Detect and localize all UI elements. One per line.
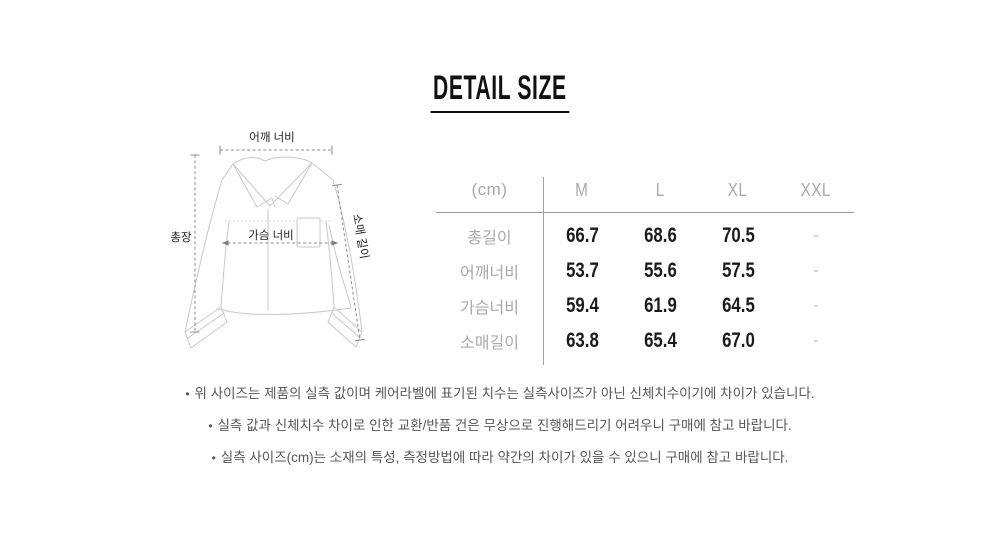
left-sleeve-inner	[220, 221, 230, 308]
size-col-header-xl: XL	[728, 179, 748, 200]
page-title: DETAIL SIZE	[430, 70, 570, 113]
shirt-outline-drawing	[184, 156, 363, 349]
value-cell: 65.4	[643, 328, 677, 352]
unit-header-cell: (cm)	[471, 180, 508, 199]
row-label-cell: 가슴너비	[460, 299, 519, 317]
neckline	[232, 162, 313, 207]
empty-value-cell: -	[813, 296, 819, 314]
value-cell: 68.6	[643, 223, 677, 247]
sleeve-length-measure-line	[336, 184, 361, 341]
collar-right-flap	[274, 162, 313, 205]
table-vertical-divider	[543, 177, 544, 365]
shoulder-width-label: 어깨 너비	[249, 131, 295, 144]
measurement-guides	[190, 145, 365, 342]
total-length-end-ticks	[190, 154, 200, 333]
empty-value-cell: -	[813, 226, 819, 244]
chest-pocket	[296, 217, 321, 248]
measurement-row-sleeve: 소매길이 63.8 65.4 67.0 -	[436, 323, 855, 358]
note-line: • 위 사이즈는 제품의 실측 값이며 케어라벨에 표기된 치수는 실측사이즈가 …	[0, 378, 1000, 410]
size-table-header-row: (cm) M L XL XXL	[436, 168, 855, 212]
row-label-cell: 소매길이	[460, 334, 519, 352]
size-col-header-m: M	[575, 179, 589, 200]
table-header-divider	[436, 212, 854, 213]
garment-diagram: 어깨 너비 총장 가슴 너비 소매 길이	[170, 131, 371, 349]
value-cell: 67.0	[721, 328, 755, 352]
value-cell: 61.9	[643, 293, 677, 317]
value-cell: 59.4	[565, 293, 599, 317]
placket-line	[267, 197, 276, 311]
title-wrap: DETAIL SIZE	[0, 70, 1000, 113]
bullet-icon: •	[208, 419, 213, 433]
row-label-cell: 총길이	[467, 229, 512, 247]
value-cell: 53.7	[565, 258, 599, 282]
shoulder-width-end-ticks	[219, 145, 333, 155]
note-line: • 실측 값과 신체치수 차이로 인한 교환/반품 건은 무상으로 진행해드리기 …	[0, 410, 1000, 442]
left-sleeve-outer	[184, 179, 223, 333]
measurement-row-total-length: 총길이 66.7 68.6 70.5 -	[436, 218, 855, 253]
note-line: • 실측 사이즈(cm)는 소재의 특성, 측정방법에 따라 약간의 차이가 있을…	[0, 442, 1000, 474]
empty-value-cell: -	[813, 331, 819, 349]
collar-top-line	[232, 156, 313, 165]
size-col-header-xxl: XXL	[800, 179, 832, 200]
value-cell: 63.8	[565, 328, 599, 352]
total-length-label: 총장	[170, 231, 192, 244]
size-table: (cm) M L XL XXL 총길이 66.7 68.6 70.5 - 어깨너…	[436, 168, 855, 366]
right-sleeve-outer	[332, 179, 363, 333]
size-col-header-l: L	[655, 179, 665, 200]
sleeve-length-end-ticks	[332, 183, 365, 342]
size-notes: • 위 사이즈는 제품의 실측 값이며 케어라벨에 표기된 치수는 실측사이즈가 …	[0, 378, 1000, 474]
value-cell: 70.5	[721, 223, 755, 247]
bullet-icon: •	[185, 387, 190, 401]
right-body-edge	[328, 224, 352, 308]
chest-width-arrow-left	[222, 240, 229, 246]
sleeve-length-label: 소매 길이	[350, 213, 371, 260]
bullet-icon: •	[211, 451, 216, 465]
row-label-cell: 어깨너비	[460, 264, 519, 282]
chest-width-label: 가슴 너비	[248, 229, 294, 242]
note-text: 실측 사이즈(cm)는 소재의 특성, 측정방법에 따라 약간의 차이가 있을 …	[220, 450, 789, 465]
empty-value-cell: -	[813, 261, 819, 279]
note-text: 위 사이즈는 제품의 실측 값이며 케어라벨에 표기된 치수는 실측사이즈가 아…	[194, 386, 815, 401]
chest-width-arrow-right	[331, 240, 338, 246]
right-sleeve-inner	[325, 221, 335, 307]
note-text: 실측 값과 신체치수 차이로 인한 교환/반품 건은 무상으로 진행해드리기 어…	[217, 418, 792, 433]
collar-left-flap	[232, 163, 273, 208]
measurement-row-shoulder: 어깨너비 53.7 55.6 57.5 -	[436, 253, 855, 288]
shoulder-seams	[221, 162, 334, 181]
value-cell: 57.5	[721, 258, 755, 282]
value-cell: 64.5	[721, 293, 755, 317]
measurement-row-chest: 가슴너비 59.4 61.9 64.5 -	[436, 288, 855, 323]
value-cell: 66.7	[565, 223, 599, 247]
right-cuff	[327, 306, 363, 348]
value-cell: 55.6	[643, 258, 677, 282]
left-cuff	[184, 306, 228, 349]
